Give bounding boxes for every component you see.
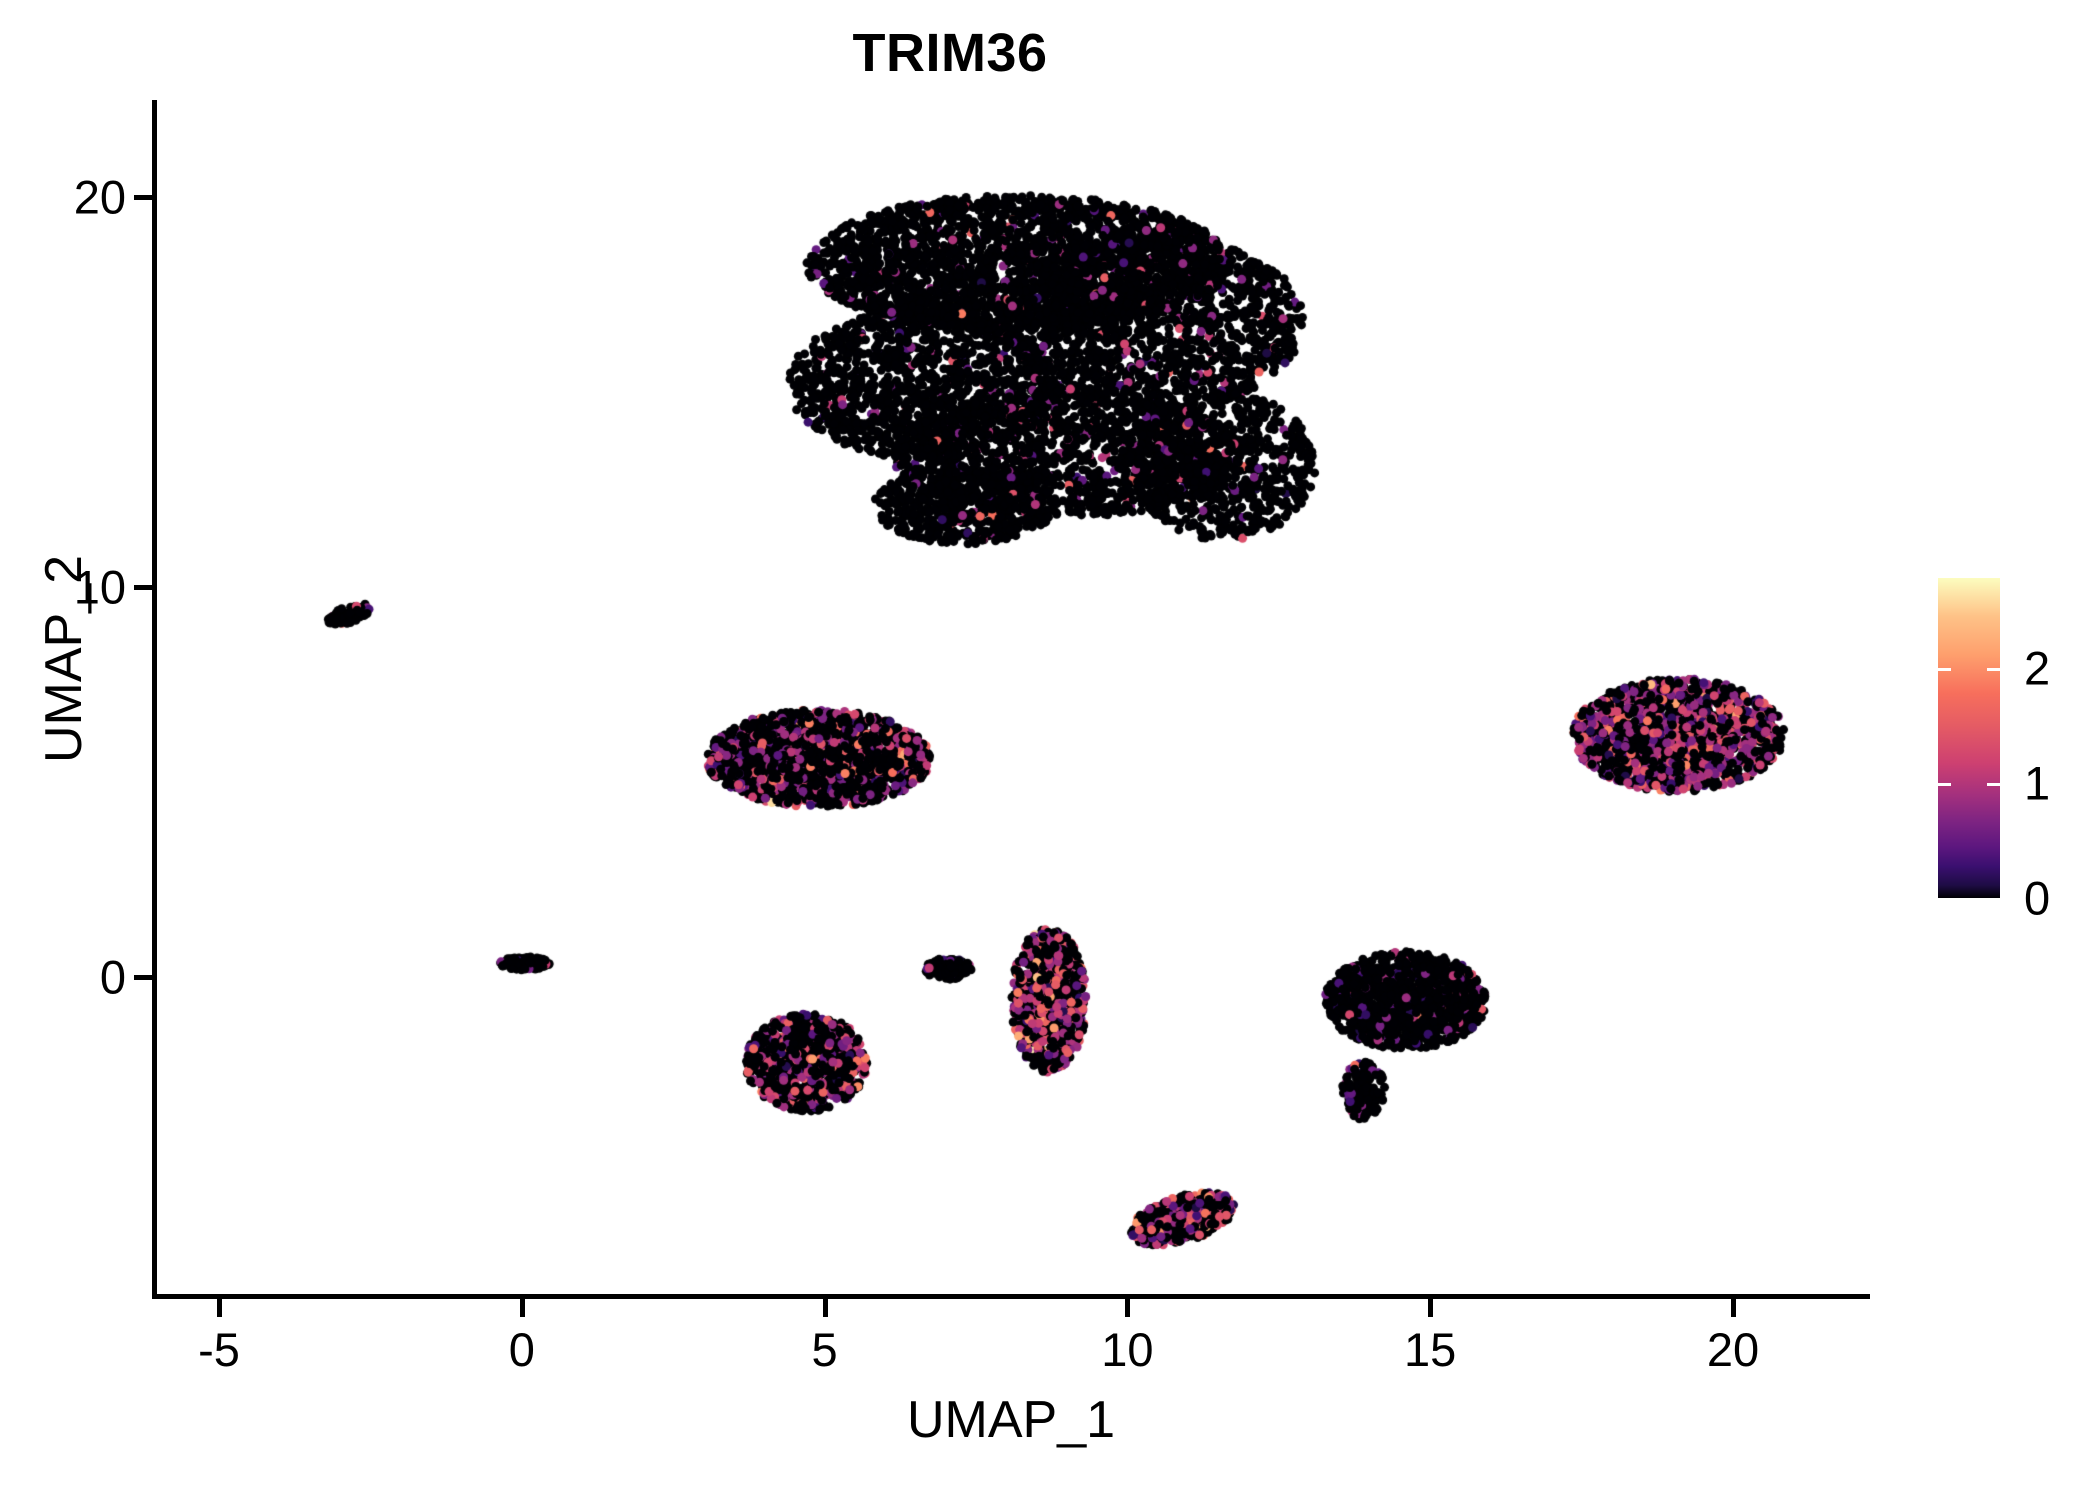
x-tick-mark	[822, 1299, 828, 1317]
page-title: TRIM36	[852, 23, 1048, 83]
x-tick-mark	[1125, 1299, 1131, 1317]
y-tick-label: 10	[73, 560, 126, 614]
colorbar-tick-mark	[1987, 667, 2000, 671]
y-axis-line	[152, 100, 157, 1299]
x-axis-line	[152, 1294, 1870, 1299]
x-tick-mark	[1731, 1299, 1736, 1317]
colorbar-legend[interactable]: 2 1 0	[1938, 578, 2098, 925]
colorbar-tick-label: 1	[2024, 756, 2051, 810]
x-tick-label: 10	[1101, 1323, 1154, 1376]
x-tick-mark	[1428, 1299, 1434, 1317]
x-tick-mark	[519, 1299, 525, 1317]
x-axis-title: UMAP_1	[906, 1391, 1116, 1449]
x-tick-label: 20	[1706, 1323, 1760, 1376]
x-tick-label: 0	[508, 1323, 535, 1376]
colorbar-tick-mark	[1938, 667, 1951, 671]
x-tick-mark	[217, 1299, 222, 1317]
colorbar-tick-mark	[1987, 782, 2000, 786]
y-tick-mark	[134, 585, 152, 590]
y-tick-mark	[134, 195, 152, 200]
y-tick-label: 0	[99, 950, 126, 1004]
plot-panel[interactable]	[152, 100, 1870, 1298]
colorbar-gradient	[1938, 578, 2000, 898]
y-axis-title: UMAP_2	[35, 554, 93, 764]
colorbar-tick-mark	[1938, 782, 1951, 786]
y-tick-mark	[134, 975, 152, 980]
x-tick-label: 15	[1404, 1323, 1457, 1376]
x-tick-label: 5	[811, 1323, 838, 1376]
colorbar-tick-label: 0	[2024, 871, 2051, 925]
colorbar-tick-label: 2	[2024, 641, 2051, 695]
scatter-points-canvas[interactable]	[152, 100, 1870, 1298]
y-tick-label: 20	[73, 170, 126, 224]
x-tick-label: -5	[198, 1323, 240, 1376]
